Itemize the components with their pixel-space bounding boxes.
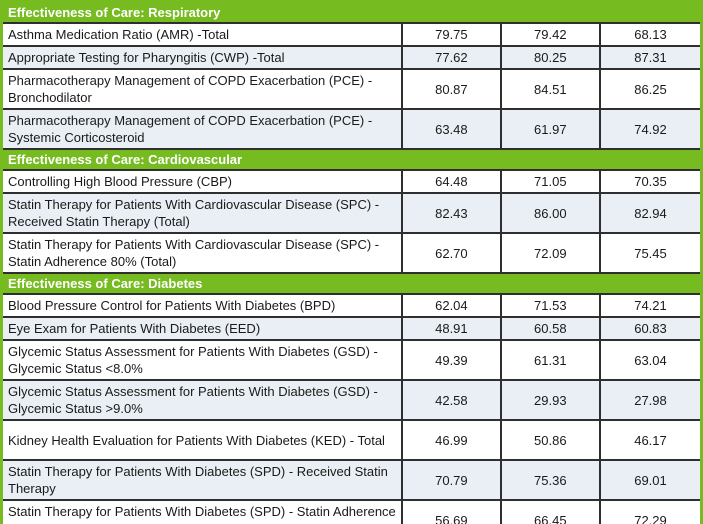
measure-name-cell: Pharmacotherapy Management of COPD Exace… <box>0 108 404 150</box>
value-cell: 46.17 <box>599 419 703 461</box>
measure-name-cell: Glycemic Status Assessment for Patients … <box>0 379 404 421</box>
section-header-row-cardiovascular: Effectiveness of Care: Cardiovascular <box>1 148 702 171</box>
value-cell: 79.75 <box>401 22 502 47</box>
table-row-eed: Eye Exam for Patients With Diabetes (EED… <box>0 316 703 341</box>
measure-name-cell: Statin Therapy for Patients With Diabete… <box>0 459 404 501</box>
value-cell: 50.86 <box>499 419 602 461</box>
table-row-gsd-over9: Glycemic Status Assessment for Patients … <box>0 379 703 421</box>
section-header-row-diabetes: Effectiveness of Care: Diabetes <box>1 272 702 295</box>
value-cell: 70.35 <box>599 169 703 194</box>
measure-name-cell: Glycemic Status Assessment for Patients … <box>0 339 404 381</box>
measure-name-cell: Controlling High Blood Pressure (CBP) <box>0 169 404 194</box>
value-cell: 82.94 <box>599 192 703 234</box>
value-cell: 80.87 <box>401 68 502 110</box>
value-cell: 46.99 <box>401 419 502 461</box>
value-cell: 86.00 <box>499 192 602 234</box>
value-cell: 56.69 <box>401 499 502 524</box>
table-row-bpd: Blood Pressure Control for Patients With… <box>0 293 703 318</box>
value-cell: 87.31 <box>599 45 703 70</box>
measure-name-cell: Kidney Health Evaluation for Patients Wi… <box>0 419 404 461</box>
value-cell: 42.58 <box>401 379 502 421</box>
table-row-spc-adherence: Statin Therapy for Patients With Cardiov… <box>0 232 703 274</box>
value-cell: 62.04 <box>401 293 502 318</box>
section-header-respiratory: Effectiveness of Care: Respiratory <box>1 0 702 24</box>
value-cell: 62.70 <box>401 232 502 274</box>
section-header-cardiovascular: Effectiveness of Care: Cardiovascular <box>1 148 702 171</box>
value-cell: 72.29 <box>599 499 703 524</box>
measure-name-cell: Appropriate Testing for Pharyngitis (CWP… <box>0 45 404 70</box>
value-cell: 27.98 <box>599 379 703 421</box>
value-cell: 86.25 <box>599 68 703 110</box>
table-row-pce-corticosteroid: Pharmacotherapy Management of COPD Exace… <box>0 108 703 150</box>
value-cell: 48.91 <box>401 316 502 341</box>
measure-name-cell: Statin Therapy for Patients With Cardiov… <box>0 192 404 234</box>
measure-name-cell: Pharmacotherapy Management of COPD Exace… <box>0 68 404 110</box>
table-row-cbp: Controlling High Blood Pressure (CBP) 64… <box>0 169 703 194</box>
value-cell: 66.45 <box>499 499 602 524</box>
value-cell: 63.04 <box>599 339 703 381</box>
value-cell: 61.97 <box>499 108 602 150</box>
table-row-spd-adherence: Statin Therapy for Patients With Diabete… <box>0 499 703 524</box>
section-header-row-respiratory: Effectiveness of Care: Respiratory <box>1 0 702 24</box>
table-row-spd-received: Statin Therapy for Patients With Diabete… <box>0 459 703 501</box>
value-cell: 77.62 <box>401 45 502 70</box>
value-cell: 75.36 <box>499 459 602 501</box>
value-cell: 64.48 <box>401 169 502 194</box>
value-cell: 49.39 <box>401 339 502 381</box>
measure-name-cell: Statin Therapy for Patients With Diabete… <box>0 499 404 524</box>
section-header-diabetes: Effectiveness of Care: Diabetes <box>1 272 702 295</box>
value-cell: 80.25 <box>499 45 602 70</box>
table-row-amr: Asthma Medication Ratio (AMR) -Total 79.… <box>0 22 703 47</box>
table-row-spc-received: Statin Therapy for Patients With Cardiov… <box>0 192 703 234</box>
table-row-ked: Kidney Health Evaluation for Patients Wi… <box>0 419 703 461</box>
value-cell: 29.93 <box>499 379 602 421</box>
value-cell: 61.31 <box>499 339 602 381</box>
table-row-pce-bronchodilator: Pharmacotherapy Management of COPD Exace… <box>0 68 703 110</box>
value-cell: 60.58 <box>499 316 602 341</box>
value-cell: 71.53 <box>499 293 602 318</box>
measure-name-cell: Eye Exam for Patients With Diabetes (EED… <box>0 316 404 341</box>
value-cell: 60.83 <box>599 316 703 341</box>
value-cell: 84.51 <box>499 68 602 110</box>
value-cell: 68.13 <box>599 22 703 47</box>
value-cell: 79.42 <box>499 22 602 47</box>
table-row-gsd-under8: Glycemic Status Assessment for Patients … <box>0 339 703 381</box>
value-cell: 72.09 <box>499 232 602 274</box>
value-cell: 82.43 <box>401 192 502 234</box>
table-row-cwp: Appropriate Testing for Pharyngitis (CWP… <box>0 45 703 70</box>
measure-name-cell: Asthma Medication Ratio (AMR) -Total <box>0 22 404 47</box>
measure-name-cell: Statin Therapy for Patients With Cardiov… <box>0 232 404 274</box>
value-cell: 75.45 <box>599 232 703 274</box>
value-cell: 74.92 <box>599 108 703 150</box>
value-cell: 71.05 <box>499 169 602 194</box>
value-cell: 69.01 <box>599 459 703 501</box>
measure-name-cell: Blood Pressure Control for Patients With… <box>0 293 404 318</box>
value-cell: 74.21 <box>599 293 703 318</box>
value-cell: 63.48 <box>401 108 502 150</box>
value-cell: 70.79 <box>401 459 502 501</box>
